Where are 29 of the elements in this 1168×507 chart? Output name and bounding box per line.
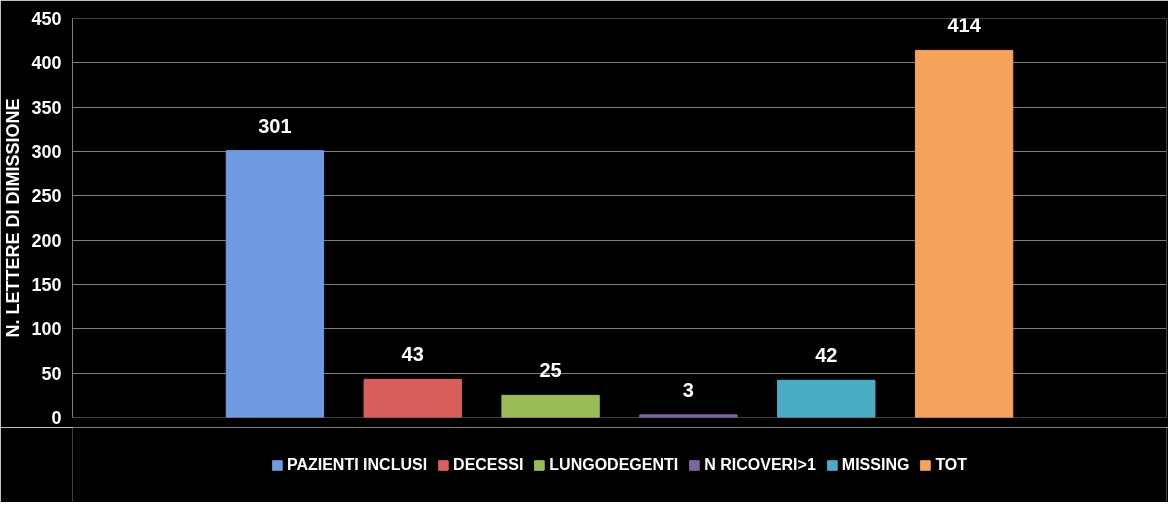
bar: [914, 49, 1014, 418]
bar: [363, 378, 462, 418]
data-label: 414: [947, 14, 982, 37]
bar: [501, 394, 600, 418]
legend-label: LUNGODEGENTI: [549, 455, 679, 474]
y-tick-label: 0: [51, 408, 62, 428]
data-label: 301: [258, 114, 292, 137]
y-tick-label: 200: [31, 230, 62, 251]
legend-label: PAZIENTI INCLUSI: [286, 455, 428, 474]
y-tick-label: 400: [31, 53, 62, 74]
y-tick-label: 300: [31, 142, 62, 162]
legend-label: MISSING: [841, 455, 910, 474]
data-label: 43: [401, 343, 424, 366]
y-axis-title: N. LETTERE DI DIMISSIONE: [3, 98, 24, 338]
data-label: 3: [682, 378, 694, 401]
y-tick-label: 250: [31, 186, 62, 207]
bar: [639, 414, 738, 418]
y-tick-label: 50: [41, 363, 62, 384]
data-label: 42: [815, 344, 838, 367]
legend-label: N RICOVERI>1: [704, 455, 816, 474]
bar: [225, 150, 325, 418]
legend-label: DECESSI: [453, 455, 524, 474]
y-tick-label: 100: [31, 319, 62, 340]
data-label: 25: [539, 359, 562, 382]
legend-label: TOT: [935, 455, 968, 474]
bar: [777, 379, 876, 418]
y-tick-label: 450: [31, 9, 62, 29]
y-tick-label: 350: [31, 97, 62, 118]
y-tick-label: 150: [31, 275, 62, 295]
